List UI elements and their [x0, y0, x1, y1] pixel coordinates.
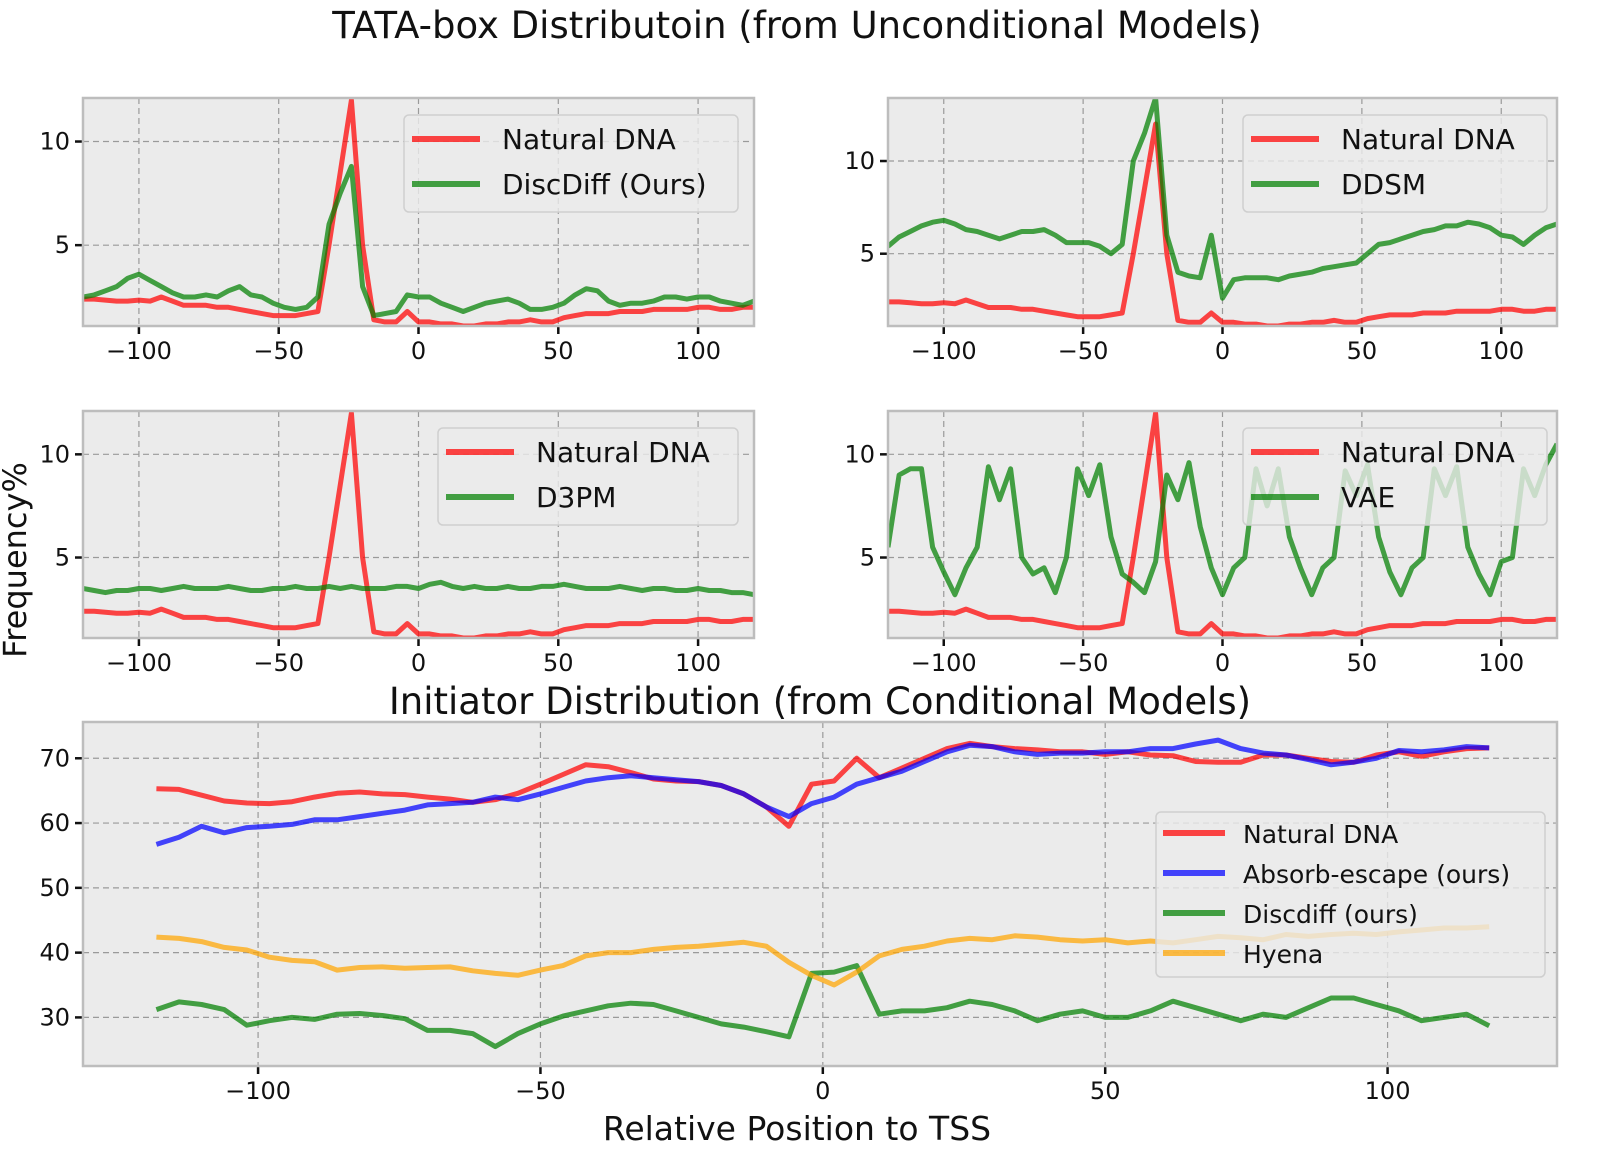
- y-tick-label: 5: [55, 231, 70, 259]
- x-tick-label: −100: [225, 1077, 291, 1105]
- x-tick-label: −100: [106, 337, 172, 365]
- y-tick-label: 5: [55, 544, 70, 572]
- chart-panel-top-left: −100 −50 0 50 100 5 10 Natural DNA DiscDiff (Our…: [39, 96, 756, 365]
- y-tick-label: 40: [39, 939, 70, 967]
- series-line-natural-dna: [83, 411, 754, 638]
- x-tick-label: −100: [106, 649, 172, 677]
- series-line-natural-dna: [888, 121, 1557, 326]
- series-group: [888, 98, 1557, 326]
- x-tick-label: 100: [1478, 649, 1524, 677]
- x-tick-label: 0: [1215, 649, 1230, 677]
- x-tick-label: −50: [1058, 649, 1109, 677]
- chart-panel-middle-left: −100 −50 0 50 100 5 10 Natural DNA D3PM: [39, 409, 756, 677]
- x-tick-label: 50: [1090, 1077, 1121, 1105]
- x-tick-label: 0: [411, 649, 426, 677]
- x-tick-label: −100: [911, 649, 977, 677]
- axes-frame: [81, 720, 1559, 1068]
- legend-label: Natural DNA: [1243, 820, 1398, 849]
- y-tick-label: 10: [39, 128, 70, 156]
- legend-label: Natural DNA: [502, 123, 676, 156]
- x-axis-label: Relative Position to TSS: [603, 1109, 991, 1148]
- y-tick-label: 5: [860, 544, 875, 572]
- y-tick-label: 5: [860, 240, 875, 268]
- legend-label: Hyena: [1243, 940, 1323, 969]
- chart-panel-middle-right: −100 −50 0 50 100 5 10 Natural DNA VAE: [844, 409, 1559, 677]
- x-tick-label: −50: [253, 337, 304, 365]
- y-tick-label: 10: [844, 147, 875, 175]
- x-tick-label: 100: [1365, 1077, 1411, 1105]
- x-tick-label: 50: [543, 337, 574, 365]
- legend-label: DDSM: [1341, 168, 1426, 201]
- x-tick-label: 0: [1215, 337, 1230, 365]
- chart-panel-bottom: −100 −50 0 50 100 30 40 50 60 70 Natural DNA Absorb…: [39, 720, 1559, 1105]
- legend-label: Natural DNA: [1341, 123, 1515, 156]
- legend-label: D3PM: [536, 481, 616, 514]
- series-line-ddsm: [888, 98, 1557, 301]
- chart-panel-top-right: −100 −50 0 50 100 5 10 Natural DNA DDSM: [844, 96, 1559, 365]
- x-tick-label: 50: [1347, 649, 1378, 677]
- x-tick-label: −100: [911, 337, 977, 365]
- legend: Natural DNA Absorb-escape (ours) Discdiff …: [1155, 811, 1546, 978]
- legend-label: Natural DNA: [1341, 436, 1515, 469]
- legend-label: VAE: [1341, 481, 1395, 514]
- legend: Natural DNA D3PM: [437, 427, 739, 526]
- y-tick-label: 10: [39, 440, 70, 468]
- y-axis-label: Frequency%: [0, 462, 34, 658]
- x-tick-label: 50: [543, 649, 574, 677]
- series-line-d3pm: [83, 579, 754, 598]
- legend-box: [403, 114, 739, 213]
- legend-label: DiscDiff (Ours): [502, 168, 707, 201]
- axes-frame: [81, 409, 756, 640]
- axes-frame: [886, 409, 1559, 640]
- series-group: [83, 411, 754, 638]
- legend-label: Discdiff (ours): [1243, 900, 1418, 929]
- series-group: [83, 98, 754, 326]
- x-tick-label: 100: [675, 337, 721, 365]
- legend-label: Absorb-escape (ours): [1243, 860, 1510, 889]
- legend-label: Natural DNA: [536, 436, 710, 469]
- y-tick-label: 10: [844, 440, 875, 468]
- x-tick-label: 100: [1478, 337, 1524, 365]
- y-tick-label: 60: [39, 809, 70, 837]
- axes-frame: [81, 96, 756, 328]
- legend: Natural DNA DDSM: [1242, 114, 1548, 213]
- series-line-natural-dna: [83, 98, 754, 326]
- y-tick-label: 70: [39, 744, 70, 772]
- figure-title: TATA-box Distributoin (from Unconditiona…: [331, 4, 1261, 47]
- series-line-natural-dna: [888, 411, 1557, 638]
- x-tick-label: −50: [515, 1077, 566, 1105]
- x-tick-label: −50: [253, 649, 304, 677]
- bottom-panel-title: Initiator Distribution (from Conditional…: [389, 680, 1251, 723]
- x-tick-label: 0: [815, 1077, 830, 1105]
- y-tick-label: 50: [39, 874, 70, 902]
- series-line-discdiff-ours-: [155, 963, 1491, 1050]
- x-tick-label: 0: [411, 337, 426, 365]
- legend: Natural DNA VAE: [1242, 427, 1548, 526]
- legend-box: [1155, 811, 1546, 978]
- x-tick-label: −50: [1058, 337, 1109, 365]
- series-line-absorb-escape-ours-: [155, 737, 1490, 847]
- series-line-discdiff-ours-: [83, 163, 754, 319]
- axes-frame: [886, 96, 1559, 328]
- x-tick-label: 100: [675, 649, 721, 677]
- x-tick-label: 50: [1347, 337, 1378, 365]
- y-tick-label: 30: [39, 1003, 70, 1031]
- legend: Natural DNA DiscDiff (Ours): [403, 114, 739, 213]
